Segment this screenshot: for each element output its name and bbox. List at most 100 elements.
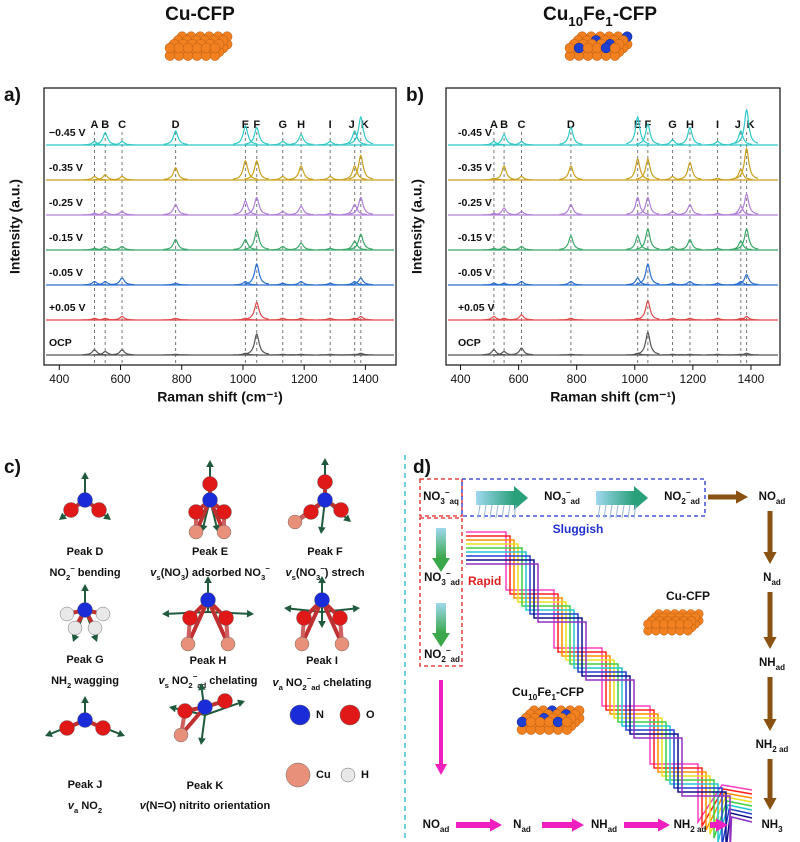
spectrum-peak xyxy=(678,353,702,356)
text-part: ad xyxy=(451,578,460,587)
x-tick-label: 1200 xyxy=(291,372,318,386)
arrow-head xyxy=(763,552,777,564)
spectrum-peak xyxy=(109,245,135,251)
drip xyxy=(603,504,607,519)
text-part: 3 xyxy=(441,578,446,587)
peak-name: B xyxy=(500,119,508,131)
species: Nad xyxy=(513,819,531,834)
spectrum-peak xyxy=(625,115,650,145)
spectrum-peak xyxy=(705,247,730,251)
drip xyxy=(483,504,487,519)
spectrum-peak xyxy=(636,122,660,145)
spectrum-peak xyxy=(163,238,188,251)
bond xyxy=(320,599,344,645)
spectrum-peak xyxy=(734,192,759,215)
spectrum-peak xyxy=(342,280,367,286)
atom xyxy=(317,492,333,508)
peak-name: K xyxy=(361,119,369,131)
spectrum-peak xyxy=(82,175,107,181)
catalyst-label: Cu-CFP xyxy=(666,589,710,603)
spectrum-peak xyxy=(559,203,583,216)
text-part: Cu xyxy=(543,4,568,25)
text-part: − xyxy=(307,674,312,683)
drip xyxy=(627,504,631,519)
peak-name: F xyxy=(253,119,260,131)
text-part: s xyxy=(292,573,296,582)
arrow-shaft xyxy=(200,714,206,739)
text-part: NO xyxy=(423,491,440,503)
spectrum-peak xyxy=(636,299,660,320)
atom xyxy=(200,42,212,54)
series-label: -0.05 V xyxy=(49,267,83,279)
arrow-head xyxy=(716,818,728,832)
atom xyxy=(314,592,330,608)
series-label: -0.45 V xyxy=(458,127,492,139)
text-part: NO xyxy=(664,491,681,503)
spectrum-peak xyxy=(559,165,583,180)
series-label: +0.05 V xyxy=(458,302,495,314)
y-axis-title: Intensity (a.u.) xyxy=(409,179,425,274)
spectrum-peak xyxy=(734,108,759,144)
spectrum-peak xyxy=(163,203,188,216)
rapid-box xyxy=(419,517,463,667)
spectrum-peak xyxy=(244,126,270,145)
slow-arrow-head xyxy=(634,486,648,510)
atom xyxy=(216,524,232,540)
spectrum-peak xyxy=(729,280,753,286)
spectrum-peak xyxy=(482,282,506,286)
atom xyxy=(218,610,234,626)
spectrum-peak xyxy=(288,242,314,251)
sluggish-box xyxy=(461,478,706,517)
fast-arrow xyxy=(436,528,446,558)
species: NH3 xyxy=(761,819,783,834)
spectrum-peak xyxy=(482,177,506,181)
atom xyxy=(294,636,310,652)
arrow-head xyxy=(352,604,360,613)
text-part: aq xyxy=(450,497,459,506)
text-part: NH xyxy=(674,819,691,831)
text-part: -CFP xyxy=(556,685,584,699)
text-part: (NO xyxy=(161,567,182,579)
atom xyxy=(173,727,189,743)
arrow-head xyxy=(321,458,329,465)
spectrum-peak xyxy=(244,262,270,285)
catalyst-label: Cu10Fe1-CFP xyxy=(512,685,584,702)
atom xyxy=(59,720,75,736)
spectrum-peak xyxy=(482,140,506,146)
text-part: 1 xyxy=(551,692,556,702)
text-part: ad xyxy=(311,683,320,692)
spectrum-peak xyxy=(163,317,188,321)
spectrum-peak xyxy=(636,157,660,180)
spectrum-peak xyxy=(244,159,270,180)
arrow-head xyxy=(198,683,206,691)
atom xyxy=(683,619,693,629)
atom xyxy=(651,619,661,629)
spectrum-peak xyxy=(509,280,534,286)
spectrum-peak xyxy=(288,165,314,180)
atom xyxy=(582,42,594,54)
atom xyxy=(87,620,103,636)
peak-desc: va NO2−ad chelating xyxy=(272,674,371,692)
species: NOad xyxy=(423,819,450,834)
spectrum-peak xyxy=(288,280,314,286)
text-part: 2 xyxy=(98,806,102,815)
text-part: 10 xyxy=(568,14,583,29)
series-label: +0.05 V xyxy=(49,302,86,314)
peak-desc: vs NO2−ad chelating xyxy=(158,672,257,690)
spectrum-peak xyxy=(735,315,759,321)
drip xyxy=(489,504,493,519)
spectrum-peak xyxy=(348,154,374,180)
text-part: ad xyxy=(776,663,785,672)
spectrum-peak xyxy=(734,146,759,180)
atom xyxy=(67,620,83,636)
peak-desc: v(N=O) nitrito orientation xyxy=(140,800,271,812)
arrow-head xyxy=(490,818,502,832)
text-part: 2 xyxy=(302,683,306,692)
text-part: chelating xyxy=(206,675,257,687)
spectrum-peak xyxy=(678,126,702,145)
spectrum-peak xyxy=(317,175,343,181)
atom xyxy=(59,606,75,622)
species: NHad xyxy=(759,657,785,672)
bond xyxy=(186,599,210,645)
arrow-head xyxy=(317,526,326,534)
